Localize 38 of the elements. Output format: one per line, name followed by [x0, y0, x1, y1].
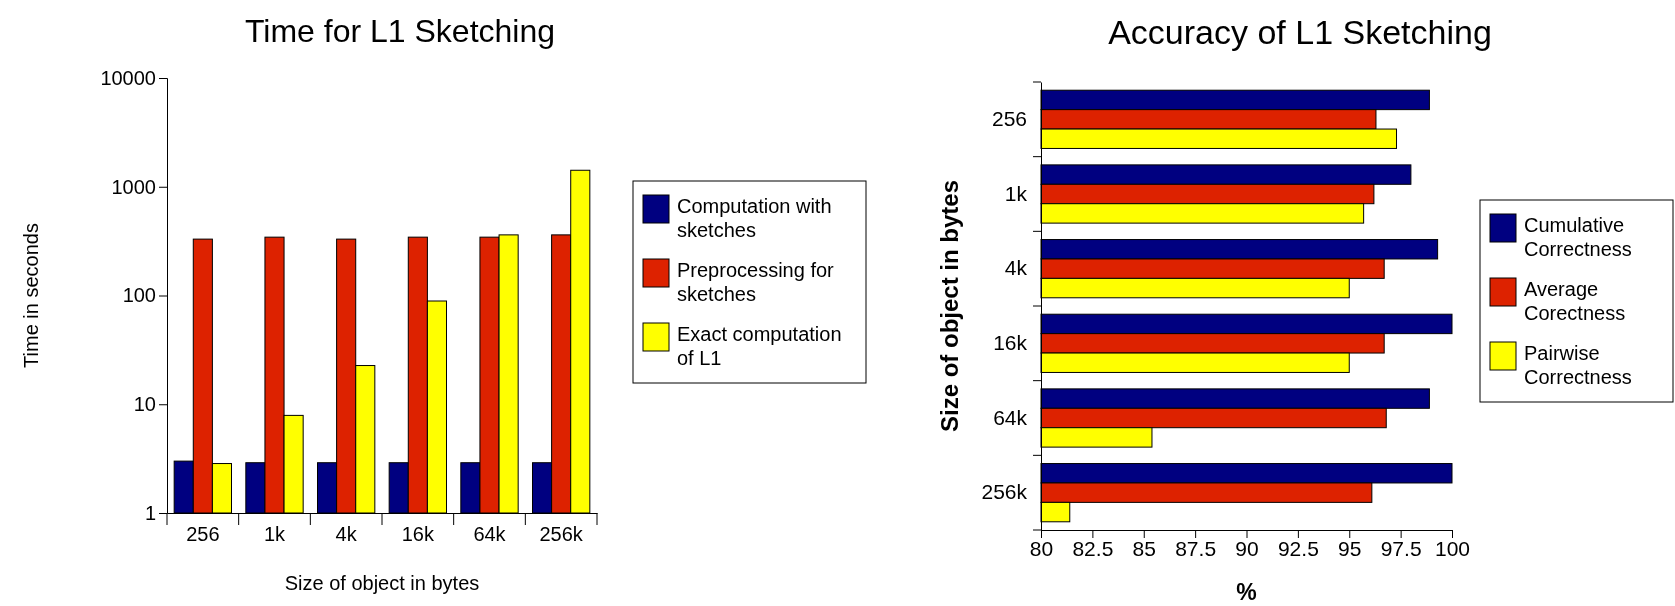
x-tick-label: 16k — [401, 523, 435, 546]
x-tick-label: 85 — [1132, 536, 1156, 560]
y-tick-label: 10000 — [100, 66, 156, 89]
y-tick-label: 100 — [122, 284, 156, 307]
x-tick-label: 4k — [335, 523, 358, 546]
chart-title: Time for L1 Sketching — [244, 13, 556, 49]
y-tick-label: 256 — [991, 107, 1027, 131]
x-tick-label: 256 — [186, 523, 220, 546]
x-tick-label: 90 — [1235, 536, 1259, 560]
x-axis-title: % — [1236, 579, 1257, 605]
y-axis-title: Size of object in bytes — [936, 179, 963, 433]
legend-label: Preprocessing for sketches — [677, 259, 835, 305]
y-tick-label: 10 — [133, 393, 156, 416]
x-tick-label: 87.5 — [1175, 536, 1217, 560]
y-tick-label: 4k — [1004, 256, 1028, 280]
legend-label: Pairwise Correctness — [1524, 342, 1632, 388]
y-tick-label: 256k — [981, 480, 1028, 504]
chart-title: Accuracy of L1 Sketching — [1108, 13, 1492, 51]
y-tick-label: 1k — [1004, 181, 1028, 205]
y-tick-label: 1 — [144, 501, 156, 524]
x-tick-label: 80 — [1029, 536, 1054, 560]
x-axis-title: Size of object in bytes — [284, 572, 480, 594]
x-tick-label: 97.5 — [1380, 536, 1422, 560]
x-tick-label: 95 — [1338, 536, 1362, 560]
x-tick-label: 256k — [539, 523, 584, 546]
legend-label: Average Corectness — [1524, 278, 1626, 324]
y-tick-label: 16k — [993, 331, 1028, 355]
x-tick-label: 92.5 — [1277, 536, 1319, 560]
x-tick-label: 1k — [263, 523, 287, 546]
legend-label: Computation with sketches — [677, 195, 832, 241]
y-axis-title: Time in seconds — [20, 223, 42, 368]
y-tick-label: 1000 — [111, 175, 156, 198]
y-tick-label: 64k — [993, 405, 1028, 429]
legend-label: Cumulative Correctness — [1524, 214, 1632, 260]
legend-label: Exact computation of L1 — [677, 323, 842, 369]
x-tick-label: 64k — [473, 523, 507, 546]
x-tick-label: 100 — [1434, 536, 1471, 560]
x-tick-label: 82.5 — [1072, 536, 1114, 560]
